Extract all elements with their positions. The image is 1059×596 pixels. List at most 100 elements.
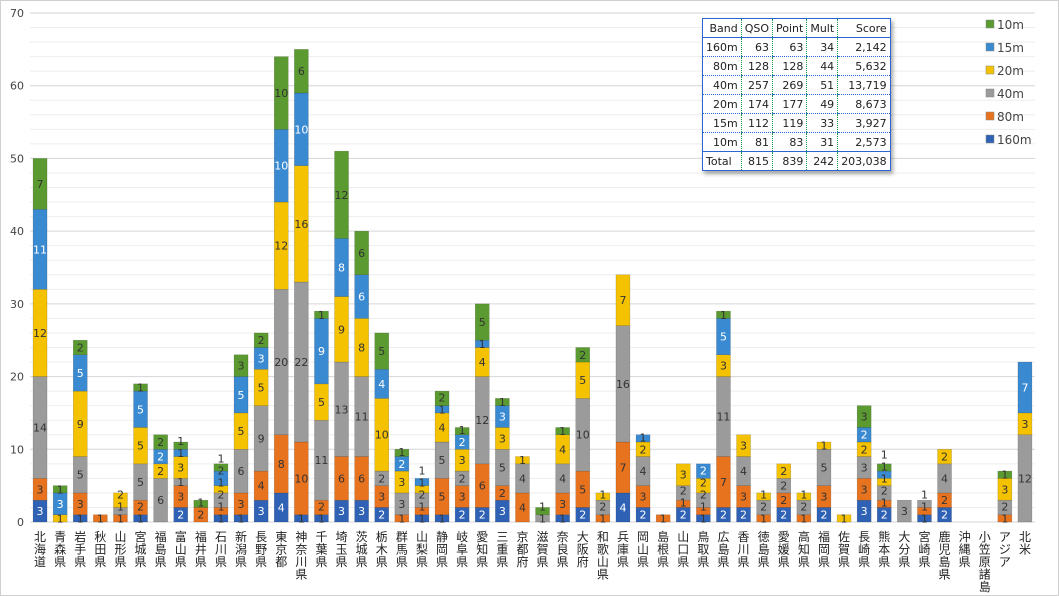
data-label: 1	[800, 488, 807, 501]
bar-segment-10m	[997, 470, 1013, 479]
data-label: 7	[619, 461, 626, 474]
data-label: 2	[700, 488, 707, 501]
data-label: 16	[294, 218, 308, 231]
data-label: 2	[378, 472, 385, 485]
bar-segment-20m	[937, 449, 952, 465]
x-tick-label: 三重県	[496, 530, 508, 569]
data-label: 2	[740, 509, 747, 522]
data-label: 9	[77, 418, 84, 431]
data-label: 1	[117, 512, 124, 525]
data-label: 12	[1018, 472, 1032, 485]
data-label: 1	[1001, 512, 1008, 525]
bar-segment-40m	[937, 463, 952, 494]
data-label: 1	[97, 512, 104, 525]
data-label: 4	[640, 465, 647, 478]
x-tick-label: 大阪府	[577, 530, 589, 569]
table-cell: 5,632	[837, 56, 891, 76]
table-cell: 20m	[702, 94, 742, 114]
x-tick-label: 愛媛県	[778, 530, 790, 569]
data-label: 1	[57, 512, 64, 525]
data-label: 12	[335, 189, 349, 202]
data-label: 3	[459, 454, 466, 467]
x-tick-label: 福岡県	[818, 529, 830, 569]
data-label: 1	[519, 454, 526, 467]
bar-segment-20m	[153, 463, 168, 479]
data-label: 3	[57, 498, 64, 511]
bar-segment-20m	[314, 383, 329, 421]
data-label: 6	[238, 465, 245, 478]
x-tick-label: 鹿児島県	[939, 529, 951, 582]
data-label: 2	[720, 509, 727, 522]
x-tick-label: 富山県	[175, 529, 187, 569]
table-cell: 112	[740, 113, 773, 133]
data-label: 10	[294, 472, 308, 485]
bar-segment-10m	[495, 398, 510, 406]
data-label: 1	[439, 512, 446, 525]
table-cell: 242	[806, 151, 838, 171]
data-label: 3	[378, 491, 385, 504]
x-tick-label: 京都府	[516, 530, 528, 569]
bar-segment-20m	[836, 514, 852, 523]
x-tick-label: 香川県	[738, 530, 750, 569]
bar-segment-20m	[816, 441, 832, 450]
x-tick-label: 宮城県	[135, 529, 147, 569]
data-label: 14	[33, 421, 47, 434]
table-cell: 839	[772, 151, 807, 171]
data-label: 1	[700, 500, 707, 513]
x-tick-label: 兵庫県	[617, 530, 629, 569]
data-label: 5	[579, 483, 586, 496]
data-label: 1	[881, 473, 888, 486]
data-label: 5	[439, 454, 446, 467]
data-label: 2	[800, 500, 807, 513]
x-tick-label: 島根県	[657, 529, 669, 569]
data-label: 2	[780, 480, 787, 493]
table-cell: 177	[772, 94, 807, 114]
table-cell: 3,927	[837, 113, 891, 133]
table-cell: 8,673	[837, 94, 891, 114]
data-label: 3	[459, 491, 466, 504]
score-summary-table: Band QSO Point Mult Score 160m 63 63 34 2,142 80m 1…	[702, 18, 891, 171]
bar-segment-40m	[515, 463, 530, 494]
bar-segment-10m	[354, 230, 369, 276]
table-row: 160m 63 63 34 2,142	[702, 37, 891, 57]
x-tick-label: 秋田県	[94, 530, 106, 569]
bar-segment-10m	[233, 354, 249, 377]
x-tick-label: 長崎県	[858, 530, 870, 569]
table-cell: 81	[740, 132, 773, 152]
data-label: 1	[599, 488, 606, 501]
data-label: 5	[318, 396, 325, 409]
data-label: 1	[398, 512, 405, 525]
table-cell: 203,038	[837, 151, 891, 171]
bar-segment-160m	[676, 507, 691, 523]
data-label: 7	[619, 294, 626, 307]
data-label: 1	[841, 512, 848, 525]
data-label: 12	[33, 327, 47, 340]
data-label: 4	[619, 501, 626, 514]
bar-segment-40m	[897, 499, 912, 523]
x-tick-label: 熊本県	[878, 529, 890, 569]
table-row: 15m 112 119 33 3,927	[702, 113, 891, 133]
bar-segment-20m	[274, 201, 289, 290]
table-row: 80m 128 128 44 5,632	[702, 56, 891, 76]
table-cell: Point	[772, 18, 807, 38]
data-label: 2	[217, 464, 224, 477]
y-tick-label: 30	[10, 298, 24, 311]
data-label: 3	[861, 461, 868, 474]
x-tick-label: 岩手県	[74, 529, 86, 569]
data-label: 1	[439, 403, 446, 416]
data-label: 9	[258, 432, 265, 445]
table-cell: 49	[806, 94, 838, 114]
table-cell: 63	[740, 37, 773, 57]
table-cell: 40m	[702, 75, 742, 95]
bar-segment-10m	[856, 405, 872, 428]
x-tick-label: 愛知県	[476, 530, 488, 569]
data-label: 2	[941, 509, 948, 522]
bar-segment-10m	[434, 390, 450, 406]
data-label: 4	[519, 501, 526, 514]
data-label: 7	[720, 476, 727, 489]
data-label: 4	[519, 472, 526, 485]
table-cell: 31	[806, 132, 838, 152]
data-label: 1	[921, 500, 928, 513]
bar-segment-10m	[374, 332, 389, 370]
bar-segment-10m	[394, 449, 410, 457]
